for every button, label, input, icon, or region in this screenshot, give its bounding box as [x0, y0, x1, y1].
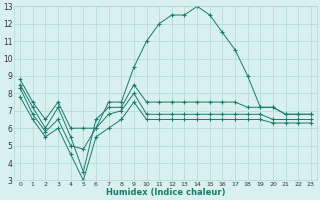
X-axis label: Humidex (Indice chaleur): Humidex (Indice chaleur) — [106, 188, 225, 197]
